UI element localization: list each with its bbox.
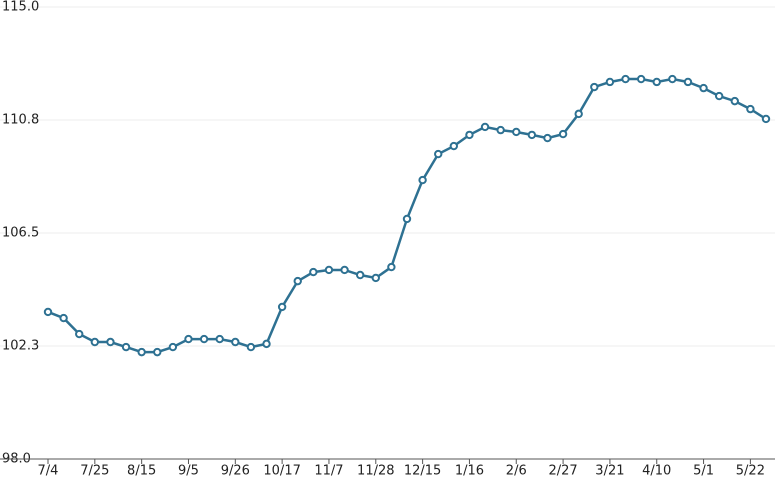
- y-tick-label: 115.0: [2, 0, 39, 15]
- point: [262, 339, 271, 349]
- point: [355, 270, 365, 280]
- point: [75, 329, 84, 339]
- x-tick-label: 9/5: [178, 464, 199, 479]
- point: [512, 127, 521, 137]
- y-tick-label: 110.8: [2, 113, 39, 128]
- point: [215, 334, 224, 344]
- point: [543, 133, 552, 143]
- x-tick-label: 9/26: [221, 464, 250, 479]
- x-tick-label: 5/22: [736, 464, 765, 479]
- point: [527, 130, 537, 140]
- x-tick-label: 11/28: [357, 464, 394, 479]
- x-tick-label: 4/10: [642, 464, 671, 479]
- point: [137, 347, 146, 357]
- x-tick-label: 5/1: [693, 464, 714, 479]
- point: [387, 262, 396, 272]
- point: [574, 109, 583, 119]
- point: [449, 141, 459, 151]
- point: [761, 114, 771, 124]
- point: [558, 129, 568, 139]
- point: [246, 342, 256, 352]
- point: [309, 267, 318, 277]
- point: [699, 83, 708, 93]
- point: [605, 77, 615, 87]
- point: [714, 91, 724, 101]
- point: [277, 302, 287, 312]
- point: [480, 122, 490, 132]
- point: [153, 347, 162, 357]
- y-tick-label: 106.5: [2, 226, 39, 241]
- x-tick-label: 12/15: [404, 464, 441, 479]
- x-tick-label: 1/16: [455, 464, 484, 479]
- y-tick-label: 102.3: [2, 339, 39, 354]
- point: [231, 337, 240, 347]
- point: [199, 334, 209, 344]
- point: [730, 96, 739, 106]
- point: [621, 74, 630, 84]
- point: [340, 265, 349, 275]
- point: [434, 149, 443, 159]
- point: [293, 276, 302, 286]
- point: [402, 214, 412, 224]
- x-tick-label: 10/17: [263, 464, 300, 479]
- point: [465, 130, 474, 140]
- point: [324, 265, 334, 275]
- x-tick-label: 2/6: [506, 464, 527, 479]
- point: [106, 337, 115, 347]
- x-tick-label: 7/25: [80, 464, 109, 479]
- point: [418, 175, 427, 185]
- point: [43, 307, 53, 317]
- x-tick-label: 8/15: [127, 464, 156, 479]
- point: [636, 74, 646, 84]
- point: [371, 273, 380, 283]
- x-tick-label: 7/4: [38, 464, 59, 479]
- point: [668, 74, 677, 84]
- point: [746, 104, 755, 114]
- point: [652, 77, 661, 87]
- point: [59, 313, 68, 323]
- x-tick-label: 3/21: [595, 464, 624, 479]
- point: [496, 125, 505, 135]
- point: [168, 342, 178, 352]
- x-tick-label: 11/7: [314, 464, 343, 479]
- point: [683, 77, 693, 87]
- point: [121, 342, 131, 352]
- x-tick-label: 2/27: [548, 464, 577, 479]
- point: [184, 334, 193, 344]
- point: [90, 337, 100, 347]
- point: [590, 82, 599, 92]
